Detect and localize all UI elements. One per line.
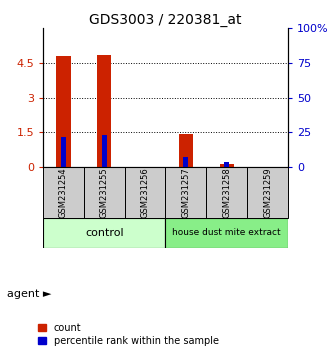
Text: GSM231257: GSM231257 [181, 167, 190, 218]
Text: GSM231259: GSM231259 [263, 167, 272, 218]
Text: house dust mite extract: house dust mite extract [172, 228, 281, 237]
Bar [61, 137, 66, 167]
Bar [84, 167, 125, 217]
Text: agent ►: agent ► [7, 289, 51, 299]
Text: GSM231256: GSM231256 [141, 167, 150, 218]
Bar [166, 167, 206, 217]
Bar [102, 135, 107, 167]
Bar [97, 55, 112, 167]
Bar [166, 217, 288, 248]
Title: GDS3003 / 220381_at: GDS3003 / 220381_at [89, 13, 242, 27]
Bar [206, 167, 247, 217]
Bar [247, 167, 288, 217]
Bar [43, 167, 84, 217]
Bar [179, 133, 193, 167]
Text: control: control [85, 228, 123, 238]
Bar [219, 164, 234, 167]
Text: GSM231255: GSM231255 [100, 167, 109, 218]
Legend: count, percentile rank within the sample: count, percentile rank within the sample [38, 323, 218, 346]
Text: GSM231258: GSM231258 [222, 167, 231, 218]
Text: GSM231254: GSM231254 [59, 167, 68, 218]
Bar [183, 158, 188, 167]
Bar [125, 167, 166, 217]
Bar [224, 161, 229, 167]
Bar [43, 217, 166, 248]
Bar [56, 56, 71, 167]
